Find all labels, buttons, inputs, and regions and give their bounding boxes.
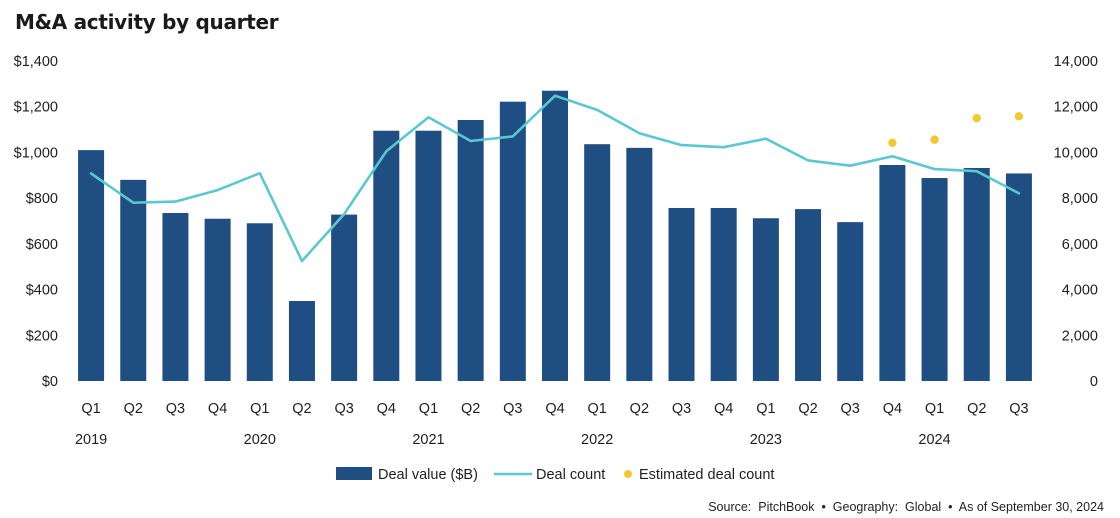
left-axis-tick-label: $200 bbox=[26, 328, 58, 344]
ma-activity-chart: $0 $200 $400 $600 $800 $1,000 $1,200 $1,400 0 2,… bbox=[14, 54, 1098, 483]
deal-value-bar bbox=[499, 101, 526, 381]
estimated-deal-count-points bbox=[888, 112, 1024, 148]
deal-value-bar bbox=[162, 213, 189, 381]
x-axis-quarter-label: Q1 bbox=[756, 401, 775, 417]
x-axis-quarter-label: Q1 bbox=[925, 401, 944, 417]
x-axis-quarter-label: Q2 bbox=[124, 401, 143, 417]
left-axis: $0 $200 $400 $600 $800 $1,000 $1,200 $1,400 bbox=[14, 54, 58, 390]
x-axis-quarter-label: Q1 bbox=[250, 401, 269, 417]
x-axis-quarter-label: Q3 bbox=[841, 401, 860, 417]
deal-value-bar bbox=[78, 150, 105, 381]
x-axis-quarter-label: Q2 bbox=[967, 401, 986, 417]
x-axis-quarter-label: Q2 bbox=[630, 401, 649, 417]
x-axis-quarter-label: Q2 bbox=[798, 401, 817, 417]
x-axis-quarter-label: Q1 bbox=[588, 401, 607, 417]
x-axis-quarter-label: Q3 bbox=[1009, 401, 1028, 417]
x-axis-year-label: 2022 bbox=[581, 432, 613, 448]
source-note: Source: PitchBook • Geography: Global • … bbox=[708, 500, 1104, 514]
deal-value-bar bbox=[668, 207, 695, 381]
estimated-deal-count-point bbox=[1014, 112, 1024, 121]
x-axis-year-label: 2020 bbox=[244, 432, 276, 448]
right-axis-tick-label: 4,000 bbox=[1062, 283, 1098, 299]
deal-value-bar bbox=[921, 178, 948, 381]
left-axis-tick-label: $1,400 bbox=[14, 54, 58, 70]
right-axis: 0 2,000 4,000 6,000 8,000 10,000 12,000 14,000 bbox=[1054, 54, 1098, 390]
legend-label-estimated-deal-count: Estimated deal count bbox=[639, 467, 774, 483]
deal-value-bar bbox=[710, 207, 737, 381]
x-axis-quarter-label: Q4 bbox=[545, 401, 564, 417]
deal-value-bar bbox=[584, 144, 611, 381]
right-axis-tick-label: 8,000 bbox=[1062, 191, 1098, 207]
deal-value-bar bbox=[963, 167, 990, 381]
right-axis-tick-label: 12,000 bbox=[1054, 100, 1098, 116]
deal-value-bar bbox=[542, 90, 568, 381]
x-axis-quarter-label: Q1 bbox=[419, 401, 438, 417]
x-axis-quarter-label: Q2 bbox=[461, 401, 480, 417]
deal-value-bar bbox=[288, 301, 315, 381]
x-axis-quarter-label: Q3 bbox=[672, 401, 691, 417]
deal-value-bar bbox=[795, 209, 822, 381]
right-axis-tick-label: 14,000 bbox=[1054, 54, 1098, 70]
legend: Deal value ($B) Deal count Estimated deal … bbox=[336, 467, 774, 483]
x-axis-quarter-label: Q3 bbox=[334, 401, 353, 417]
deal-value-bars bbox=[78, 90, 1032, 381]
estimated-deal-count-point bbox=[972, 113, 981, 123]
deal-value-bar bbox=[331, 214, 358, 381]
x-axis-quarter-label: Q4 bbox=[377, 401, 396, 417]
x-axis-year-label: 2021 bbox=[412, 432, 444, 448]
x-axis-quarter-label: Q4 bbox=[208, 401, 227, 417]
deal-value-bar bbox=[120, 179, 147, 381]
x-axis-quarter-label: Q4 bbox=[883, 401, 902, 417]
legend-label-deal-value: Deal value ($B) bbox=[378, 467, 478, 483]
deal-value-bar bbox=[626, 147, 653, 381]
deal-value-bar bbox=[415, 130, 442, 381]
x-axis: Q1 Q2 Q3 Q4 Q1 Q2 Q3 Q4 Q1 Q2 Q3 Q4 Q1 Q2 Q3 Q4 Q1 Q2 Q3 Q4… bbox=[75, 401, 1029, 448]
deal-count-line bbox=[89, 94, 1021, 263]
deal-value-bar bbox=[752, 218, 779, 381]
legend-swatch-estimated-deal-count bbox=[624, 470, 632, 478]
chart-title: M&A activity by quarter bbox=[15, 10, 279, 34]
deal-value-bar bbox=[246, 223, 273, 381]
deal-value-bar bbox=[837, 222, 864, 381]
x-axis-year-label: 2024 bbox=[918, 432, 950, 448]
x-axis-quarter-label: Q2 bbox=[292, 401, 311, 417]
left-axis-tick-label: $0 bbox=[42, 374, 58, 390]
left-axis-tick-label: $1,200 bbox=[14, 100, 58, 116]
deal-value-bar bbox=[373, 130, 400, 381]
right-axis-tick-label: 6,000 bbox=[1062, 237, 1098, 253]
legend-label-deal-count: Deal count bbox=[536, 467, 605, 483]
right-axis-tick-label: 10,000 bbox=[1054, 145, 1098, 161]
right-axis-tick-label: 2,000 bbox=[1062, 328, 1098, 344]
x-axis-quarter-label: Q4 bbox=[714, 401, 733, 417]
deal-value-bar bbox=[457, 119, 484, 381]
deal-count-series-line bbox=[89, 94, 1021, 263]
legend-swatch-deal-value bbox=[336, 467, 372, 480]
left-axis-tick-label: $1,000 bbox=[14, 145, 58, 161]
deal-value-bar bbox=[1005, 173, 1032, 381]
estimated-deal-count-point bbox=[930, 135, 939, 144]
left-axis-tick-label: $400 bbox=[26, 283, 58, 299]
x-axis-year-label: 2019 bbox=[75, 432, 107, 448]
left-axis-tick-label: $600 bbox=[26, 237, 58, 253]
right-axis-tick-label: 0 bbox=[1090, 374, 1098, 390]
deal-value-bar bbox=[204, 218, 231, 381]
estimated-deal-count-point bbox=[888, 138, 897, 148]
x-axis-quarter-label: Q1 bbox=[81, 401, 100, 417]
left-axis-tick-label: $800 bbox=[26, 191, 58, 207]
x-axis-quarter-label: Q3 bbox=[503, 401, 522, 417]
deal-value-bar bbox=[879, 165, 906, 381]
x-axis-year-label: 2023 bbox=[750, 432, 782, 448]
x-axis-quarter-label: Q3 bbox=[166, 401, 185, 417]
